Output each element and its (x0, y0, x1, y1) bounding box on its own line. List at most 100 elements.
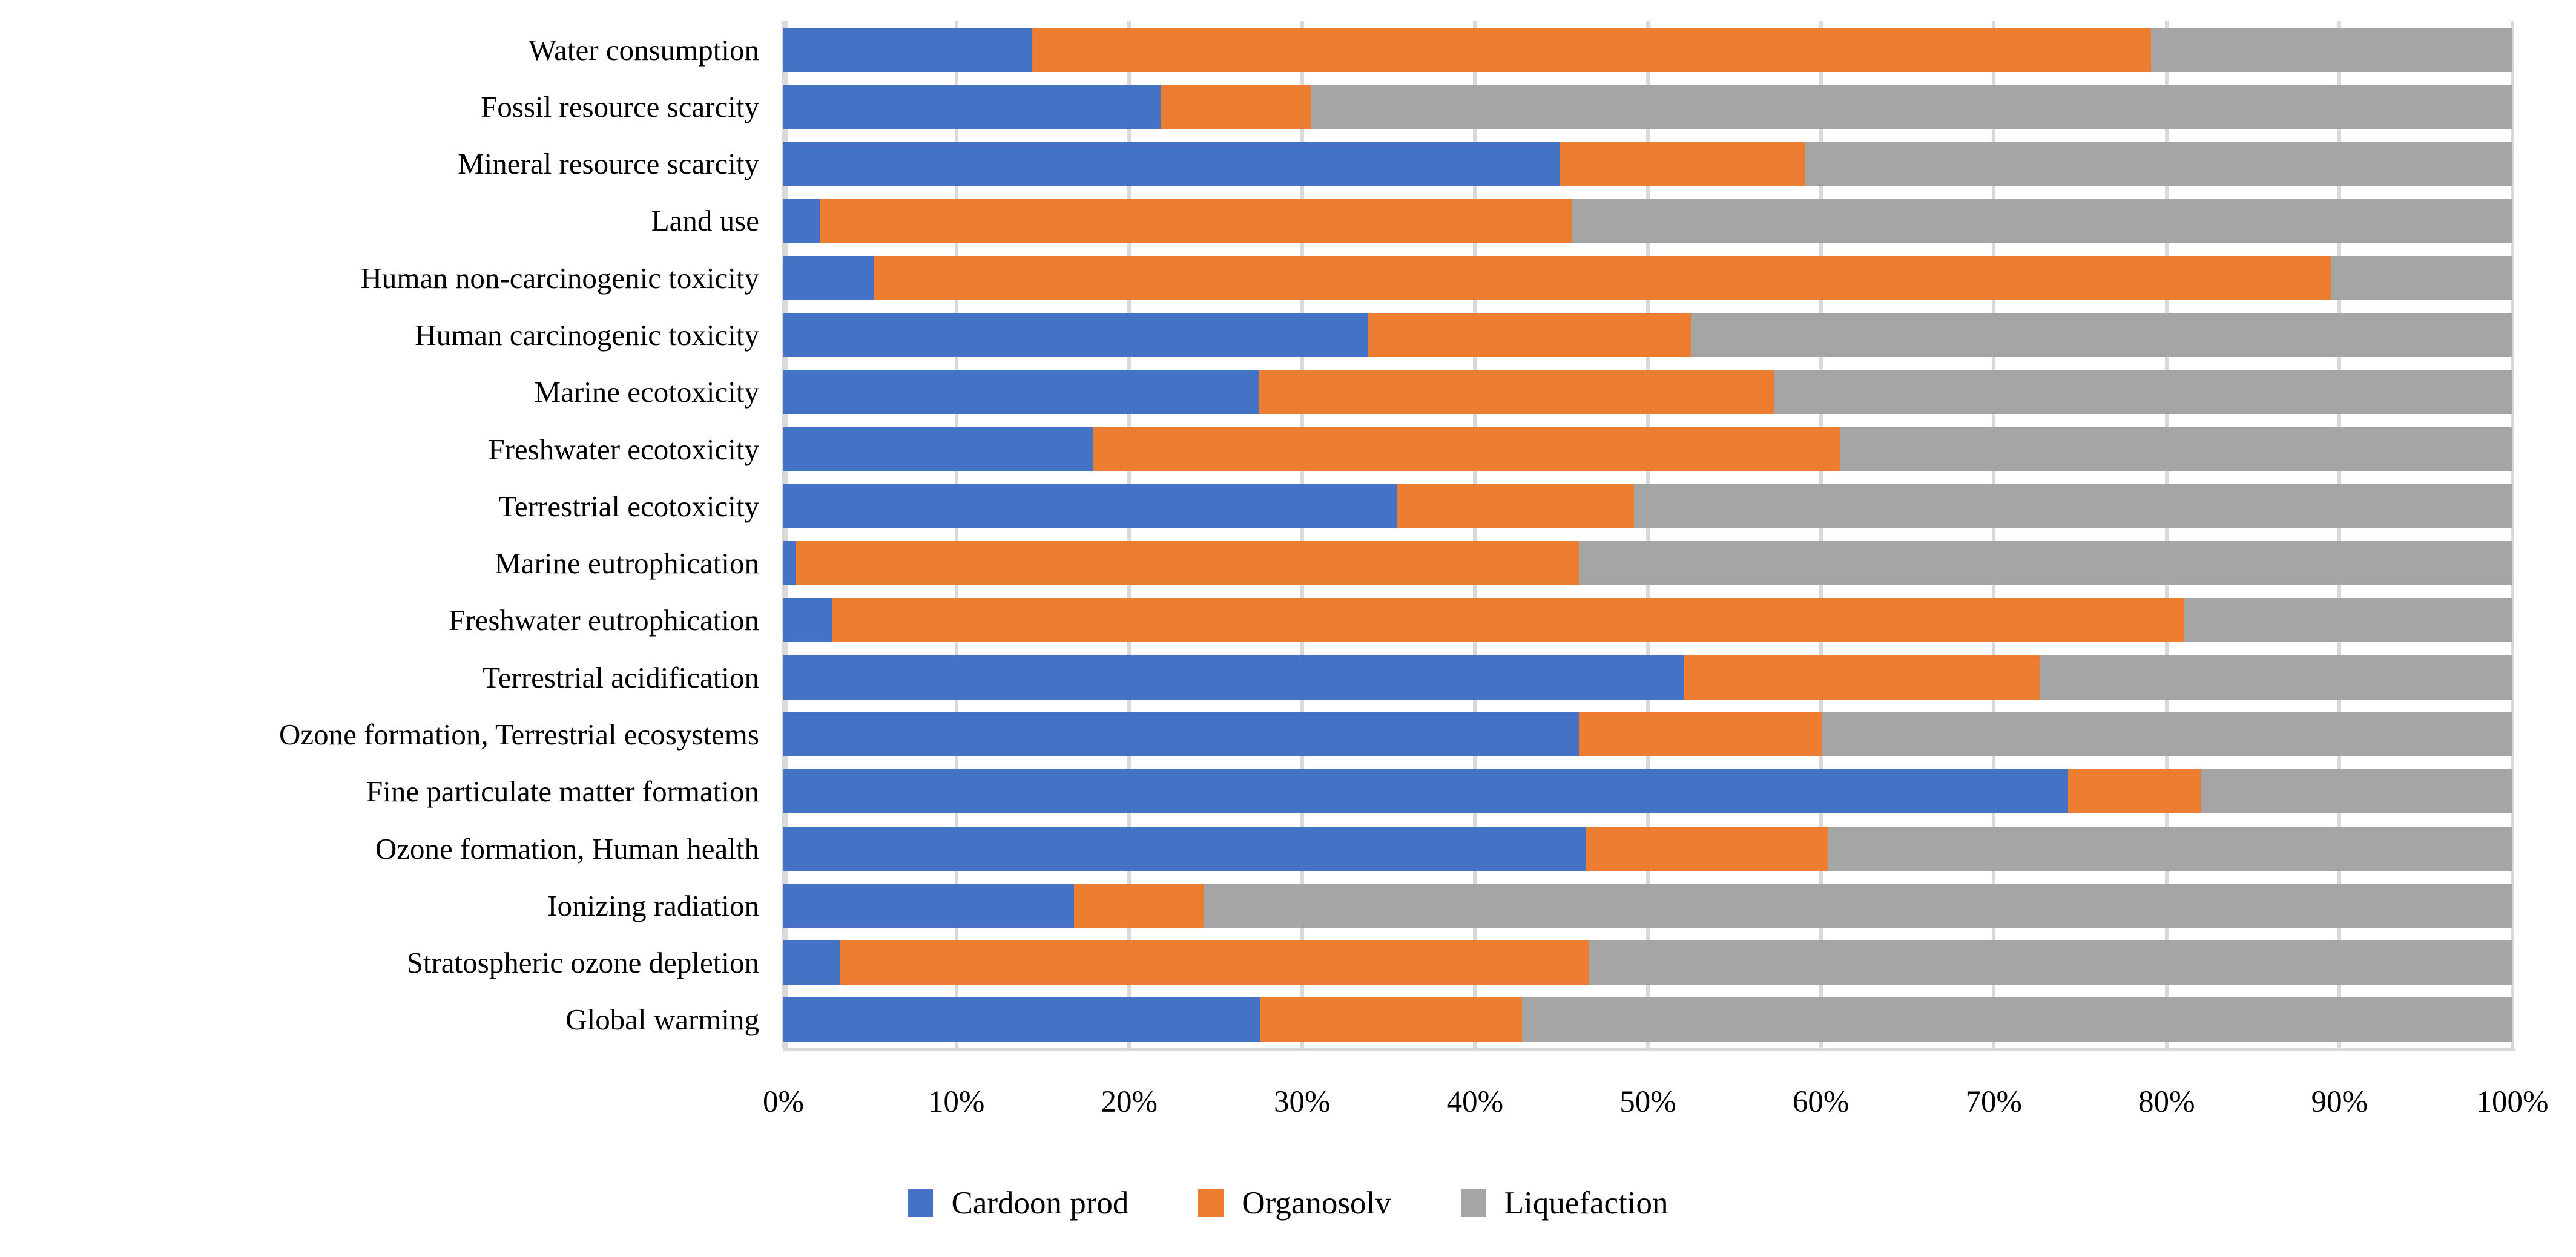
bar-row (783, 192, 2512, 249)
bar-segment-liquefaction (2151, 27, 2512, 72)
category-label: Mineral resource scarcity (458, 147, 759, 181)
bar-segment-liquefaction (1521, 997, 2512, 1042)
bars-container (783, 21, 2512, 1048)
category-label: Land use (651, 204, 759, 238)
stacked-bar (783, 940, 2512, 985)
category-label: Terrestrial acidification (482, 660, 759, 694)
x-tick-label: 0% (763, 1085, 804, 1119)
gridline (954, 21, 958, 1048)
gridline (1646, 21, 1650, 1048)
bar-segment-organosolv (1578, 712, 1823, 757)
bar-row (783, 592, 2512, 649)
bar-row (783, 78, 2512, 135)
category-label: Global warming (565, 1003, 759, 1037)
gridline (1819, 21, 1823, 1048)
stacked-bar (783, 712, 2512, 757)
category-label: Ionizing radiation (547, 888, 759, 922)
bar-segment-organosolv (1093, 427, 1840, 471)
bar-segment-liquefaction (1840, 427, 2512, 471)
bar-segment-organosolv (795, 541, 1579, 586)
category-label: Stratospheric ozone depletion (406, 946, 759, 980)
x-tick-label: 60% (1792, 1085, 1850, 1119)
stacked-bar (783, 199, 2512, 243)
y-axis-line (783, 21, 788, 1048)
bar-segment-organosolv (1586, 826, 1828, 871)
bar-segment-cardoon-prod (783, 427, 1093, 471)
bar-segment-liquefaction (2201, 769, 2512, 814)
stacked-bar (783, 27, 2512, 72)
bar-segment-organosolv (831, 598, 2184, 643)
legend-item-liquefaction: Liquefaction (1460, 1185, 1668, 1221)
bar-segment-liquefaction (1805, 142, 2512, 186)
bar-segment-cardoon-prod (783, 142, 1560, 186)
stacked-bar (783, 997, 2512, 1042)
legend-item-organosolv: Organosolv (1198, 1185, 1391, 1221)
legend-item-cardoon-prod: Cardoon prod (908, 1185, 1128, 1221)
bar-segment-liquefaction (1589, 940, 2512, 985)
bar-row (783, 934, 2512, 991)
bar-segment-cardoon-prod (783, 940, 841, 985)
gridline (1992, 21, 1996, 1048)
bar-row (783, 364, 2512, 421)
bar-row (783, 649, 2512, 706)
bar-segment-cardoon-prod (783, 541, 796, 586)
bar-segment-organosolv (1073, 883, 1204, 928)
legend-marker-icon (1460, 1189, 1486, 1217)
bar-segment-liquefaction (2331, 255, 2512, 300)
x-tick-label: 50% (1619, 1085, 1676, 1119)
bar-segment-liquefaction (2040, 655, 2512, 700)
bar-segment-organosolv (1260, 997, 1522, 1042)
x-tick-label: 80% (2138, 1085, 2195, 1119)
gridline (2511, 21, 2514, 1048)
x-tick-label: 70% (1965, 1085, 2022, 1119)
bar-segment-cardoon-prod (783, 255, 874, 300)
category-label: Freshwater eutrophication (449, 603, 759, 637)
bar-segment-organosolv (873, 255, 2331, 300)
stacked-bar (783, 84, 2512, 129)
bar-segment-liquefaction (1572, 199, 2512, 243)
stacked-bar (783, 484, 2512, 528)
gridline (1473, 21, 1477, 1048)
category-label: Fine particulate matter formation (366, 775, 759, 809)
bar-segment-liquefaction (1828, 826, 2512, 871)
bar-segment-organosolv (1368, 313, 1692, 358)
bar-segment-organosolv (1397, 484, 1635, 528)
legend-label: Liquefaction (1504, 1186, 1668, 1221)
x-tick-label: 40% (1446, 1085, 1504, 1119)
legend-marker-icon (908, 1189, 934, 1217)
stacked-bar (783, 370, 2512, 415)
bar-row (783, 535, 2512, 592)
category-label: Water consumption (528, 33, 759, 67)
bar-row (783, 877, 2512, 934)
bar-row (783, 991, 2512, 1048)
gridline (1127, 21, 1132, 1048)
x-tick-label: 100% (2476, 1085, 2549, 1119)
legend-marker-icon (1198, 1189, 1224, 1217)
gridline (2337, 21, 2342, 1048)
bar-row (783, 21, 2512, 78)
bar-segment-cardoon-prod (783, 598, 832, 643)
bar-segment-liquefaction (1774, 370, 2512, 415)
category-label: Terrestrial ecotoxicity (498, 489, 759, 523)
bar-row (783, 421, 2512, 478)
bar-segment-cardoon-prod (783, 199, 820, 243)
bar-row (783, 763, 2512, 820)
bar-segment-liquefaction (1578, 541, 2512, 586)
bar-segment-cardoon-prod (783, 84, 1161, 129)
gridline (782, 21, 785, 1048)
category-label: Marine eutrophication (495, 546, 759, 580)
bar-segment-cardoon-prod (783, 27, 1033, 72)
stacked-bar (783, 255, 2512, 300)
x-tick-label: 90% (2311, 1085, 2368, 1119)
bar-segment-cardoon-prod (783, 997, 1261, 1042)
bar-segment-cardoon-prod (783, 313, 1368, 358)
bar-segment-organosolv (819, 199, 1572, 243)
bar-row (783, 306, 2512, 363)
bar-segment-cardoon-prod (783, 883, 1074, 928)
bar-segment-cardoon-prod (783, 370, 1259, 415)
bar-segment-liquefaction (2184, 598, 2512, 643)
y-axis-category-labels: Water consumption Fossil resource scarcit… (0, 21, 759, 1048)
legend: Cardoon prod Organosolv Liquefaction (0, 1185, 2576, 1221)
bar-segment-organosolv (1560, 142, 1805, 186)
gridline (1300, 21, 1304, 1048)
